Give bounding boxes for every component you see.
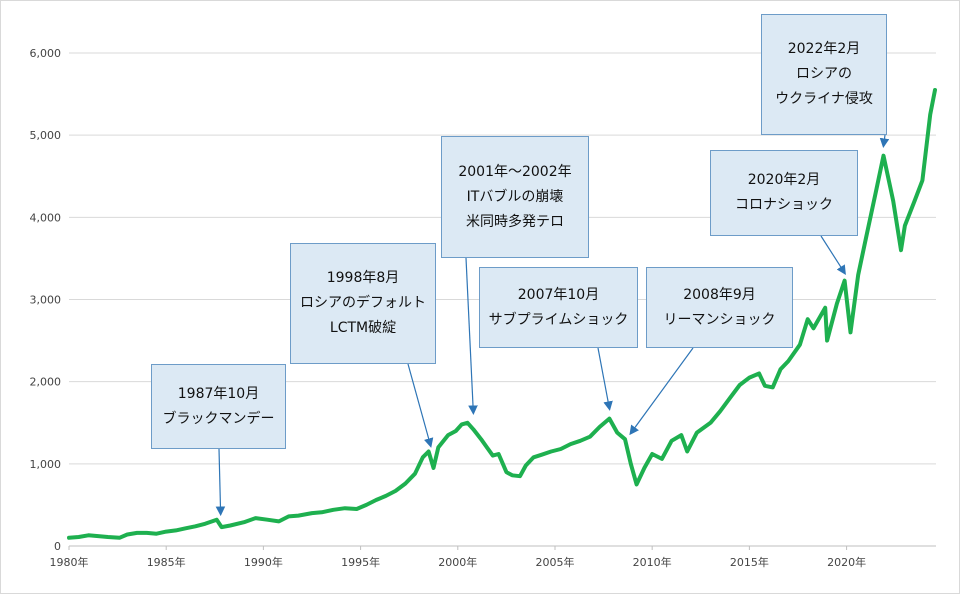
annotation-arrow (879, 134, 890, 148)
y-tick-label: 3,000 (30, 294, 62, 307)
annotation-arrow (465, 257, 478, 416)
y-tick-label: 1,000 (30, 458, 62, 471)
series-line (67, 88, 937, 540)
annotation-arrow (215, 448, 226, 517)
annotation-text: 2007年10月 (517, 286, 600, 303)
annotation-text: LCTM破綻 (329, 320, 397, 336)
y-tick-label: 0 (54, 540, 61, 553)
x-tick-label: 1985年 (147, 555, 186, 569)
x-tick-label: 2010年 (633, 555, 672, 569)
annotation-text: 米同時多発テロ (466, 213, 564, 230)
annotation-text: コロナショック (735, 197, 833, 213)
annotation-box: 2001年～2002年 ITバブルの崩壊 米同時多発テロ (441, 136, 589, 258)
y-tick-label: 5,000 (30, 129, 62, 142)
annotation-arrow (820, 235, 846, 275)
x-tick-label: 1995年 (341, 555, 380, 569)
annotation-box: 2008年9月リーマンショック (646, 267, 793, 348)
y-tick-label: 2,000 (30, 376, 62, 389)
annotation-text: 2020年2月 (747, 172, 821, 188)
annotation-text: リーマンショック (663, 311, 776, 328)
x-tick-label: 1990年 (244, 555, 283, 569)
x-tick-label: 1980年 (50, 555, 89, 569)
annotation-text: ロシアの (796, 66, 852, 82)
annotation-text: 2001年～2002年 (458, 163, 572, 180)
annotation-arrow (597, 347, 613, 411)
annotation-box: 2022年2月 ロシアのウクライナ侵攻 (761, 14, 887, 135)
annotation-text: ITバブルの崩壊 (466, 188, 564, 205)
annotation-text: ブラックマンデー (162, 410, 275, 427)
y-tick-label: 6,000 (30, 47, 62, 60)
annotation-text: ロシアのデフォルト (300, 295, 426, 311)
annotation-box: 2007年10月サブプライムショック (479, 267, 638, 348)
annotation-arrow (629, 347, 694, 436)
annotation-text: ウクライナ侵攻 (775, 91, 873, 107)
annotation-text: 2022年2月 (787, 41, 861, 57)
x-tick-label: 2000年 (438, 555, 477, 569)
annotation-arrow (407, 363, 434, 448)
annotation-text: 2008年9月 (683, 286, 756, 303)
annotation-box: 1998年8月ロシアのデフォルト LCTM破綻 (290, 243, 436, 364)
x-tick-label: 2005年 (535, 555, 574, 569)
annotation-text: 1987年10月 (177, 385, 260, 402)
annotation-text: サブプライムショック (488, 311, 629, 328)
x-tick-label: 2015年 (730, 555, 769, 569)
annotation-text: 1998年8月 (326, 270, 400, 286)
x-tick-label: 2020年 (827, 555, 866, 569)
annotation-box: 1987年10月 ブラックマンデー (151, 364, 286, 449)
y-tick-label: 4,000 (30, 211, 62, 224)
annotation-box: 2020年2月 コロナショック (710, 150, 858, 236)
